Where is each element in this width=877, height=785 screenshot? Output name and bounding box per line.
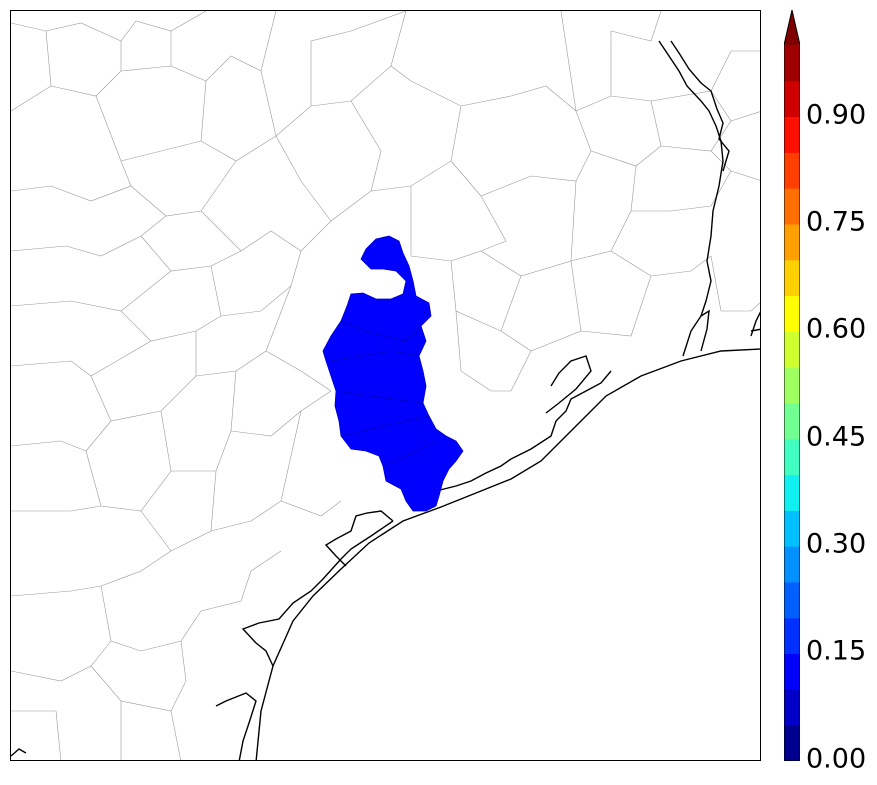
colorbar-band xyxy=(784,510,800,547)
colorbar-band xyxy=(784,617,800,655)
colorbar-band xyxy=(784,80,800,118)
colorbar-band xyxy=(784,546,800,583)
colorbar-band xyxy=(784,725,800,761)
colorbar-band xyxy=(784,295,800,332)
colorbar-extend-arrow xyxy=(784,10,800,45)
colorbar-band xyxy=(784,689,800,726)
colorbar-tick-label: 0.60 xyxy=(806,313,867,345)
colorbar-band xyxy=(784,582,800,619)
colorbar-tick-label: 0.75 xyxy=(806,206,867,238)
county-boundaries xyxy=(11,11,760,760)
map-panel xyxy=(10,10,761,761)
colorbar-band xyxy=(784,403,800,440)
colorbar-bands xyxy=(784,45,800,761)
colorbar-tick-label: 0.90 xyxy=(806,99,867,131)
colorbar-tick-label: 0.30 xyxy=(806,528,867,560)
colorbar xyxy=(784,10,800,761)
colorbar-band xyxy=(784,331,800,368)
colorbar-tick-label: 0.15 xyxy=(806,635,867,667)
highlighted-county-cluster xyxy=(322,235,464,512)
colorbar-band xyxy=(784,474,800,511)
colorbar-tick-label: 0.00 xyxy=(806,743,867,775)
colorbar-band xyxy=(784,224,800,261)
colorbar-band xyxy=(784,438,800,476)
highlight-internal-lines xyxy=(330,320,437,467)
colorbar-band xyxy=(784,152,800,189)
colorbar-tick-label: 0.45 xyxy=(806,421,867,453)
colorbar-band xyxy=(784,116,800,153)
colorbar-band xyxy=(784,259,800,297)
county-map xyxy=(11,11,760,760)
colorbar-band xyxy=(784,188,800,225)
colorbar-band xyxy=(784,45,800,82)
coastline xyxy=(11,40,760,760)
colorbar-band xyxy=(784,653,800,690)
colorbar-band xyxy=(784,367,800,404)
